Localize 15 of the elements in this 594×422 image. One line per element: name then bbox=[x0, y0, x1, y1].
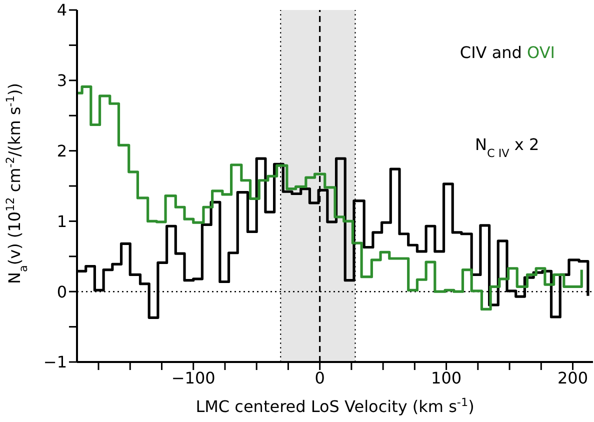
y-tick-label: −1 bbox=[43, 352, 67, 372]
y-tick-label: 2 bbox=[56, 141, 67, 160]
x-axis-title: LMC centered LoS Velocity (km s$^{-1}$) bbox=[196, 396, 474, 416]
y-tick-label: 3 bbox=[56, 71, 67, 90]
text: CIV bbox=[460, 43, 487, 62]
y-tick-label: 1 bbox=[56, 212, 67, 231]
x-tick-label: 0 bbox=[314, 368, 325, 388]
x-tick-label: 100 bbox=[431, 368, 462, 388]
x-tick-label: −100 bbox=[171, 368, 216, 388]
y-tick-label: 0 bbox=[56, 282, 67, 302]
text: OVI bbox=[527, 43, 555, 62]
annotation: N$_{C IV}$ x 2 bbox=[475, 135, 540, 160]
y-tick-label: 4 bbox=[56, 0, 67, 20]
annotation: and bbox=[486, 43, 528, 62]
x-tick-label: 200 bbox=[557, 368, 588, 388]
